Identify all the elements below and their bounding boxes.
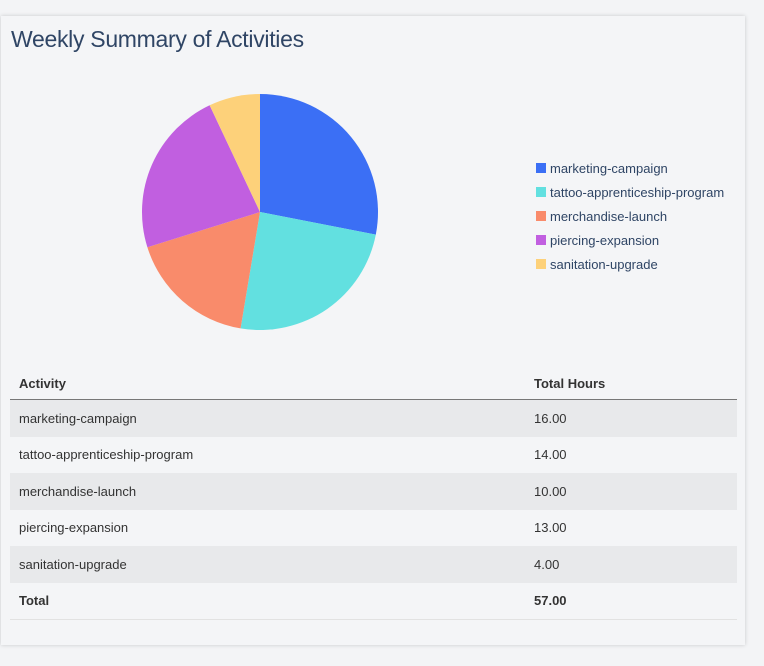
- table-row: tattoo-apprenticeship-program 14.00: [10, 437, 737, 474]
- total-label: Total: [10, 582, 525, 620]
- total-value: 57.00: [525, 582, 737, 620]
- header-total-hours: Total Hours: [525, 368, 737, 400]
- legend-label: sanitation-upgrade: [550, 256, 658, 272]
- legend-label: marketing-campaign: [550, 160, 668, 176]
- legend-swatch: [536, 211, 546, 221]
- legend-item[interactable]: marketing-campaign: [536, 156, 724, 180]
- activity-table: Activity Total Hours marketing-campaign 1…: [10, 368, 737, 620]
- table-row: piercing-expansion 13.00: [10, 510, 737, 547]
- legend-label: merchandise-launch: [550, 208, 668, 224]
- hours-cell: 4.00: [525, 546, 737, 583]
- activity-cell: tattoo-apprenticeship-program: [19, 447, 194, 463]
- table-row: merchandise-launch 10.00: [10, 473, 737, 510]
- legend-label: piercing-expansion: [550, 232, 660, 248]
- hours-cell: 16.00: [525, 399, 737, 437]
- legend-item[interactable]: piercing-expansion: [536, 228, 724, 252]
- legend-item[interactable]: sanitation-upgrade: [536, 252, 724, 276]
- activity-cell: piercing-expansion: [19, 520, 129, 536]
- legend-swatch: [536, 163, 546, 173]
- legend-swatch: [536, 259, 546, 269]
- legend-label: tattoo-apprenticeship-program: [550, 184, 725, 200]
- summary-card: Weekly Summary of Activities marketing-c…: [1, 16, 745, 645]
- table-row: sanitation-upgrade 4.00: [10, 546, 737, 583]
- legend-swatch: [536, 187, 546, 197]
- activity-cell: merchandise-launch: [10, 473, 525, 510]
- pie-slice-merchandise-launch[interactable]: [147, 212, 260, 329]
- legend-item[interactable]: merchandise-launch: [536, 204, 724, 228]
- activity-cell: sanitation-upgrade: [10, 546, 525, 583]
- table-header-row: Activity Total Hours: [10, 368, 737, 400]
- table-total-row: Total 57.00: [10, 582, 737, 620]
- pie-slice-sanitation-upgrade[interactable]: [209, 94, 260, 212]
- hours-cell: 14.00: [534, 447, 567, 463]
- table-row: marketing-campaign 16.00: [10, 399, 737, 437]
- chart-legend: marketing-campaign tattoo-apprenticeship-…: [536, 156, 724, 276]
- hours-cell: 13.00: [534, 520, 567, 536]
- pie-slice-marketing-campaign[interactable]: [260, 94, 378, 235]
- page-title: Weekly Summary of Activities: [11, 26, 304, 52]
- legend-swatch: [536, 235, 546, 245]
- pie-chart: [142, 94, 378, 330]
- legend-item[interactable]: tattoo-apprenticeship-program: [536, 180, 724, 204]
- pie-slice-tattoo-apprenticeship-program[interactable]: [240, 212, 376, 330]
- header-activity: Activity: [10, 368, 525, 400]
- hours-cell: 10.00: [525, 473, 737, 510]
- activity-cell: marketing-campaign: [10, 399, 525, 437]
- pie-slice-piercing-expansion[interactable]: [142, 105, 260, 248]
